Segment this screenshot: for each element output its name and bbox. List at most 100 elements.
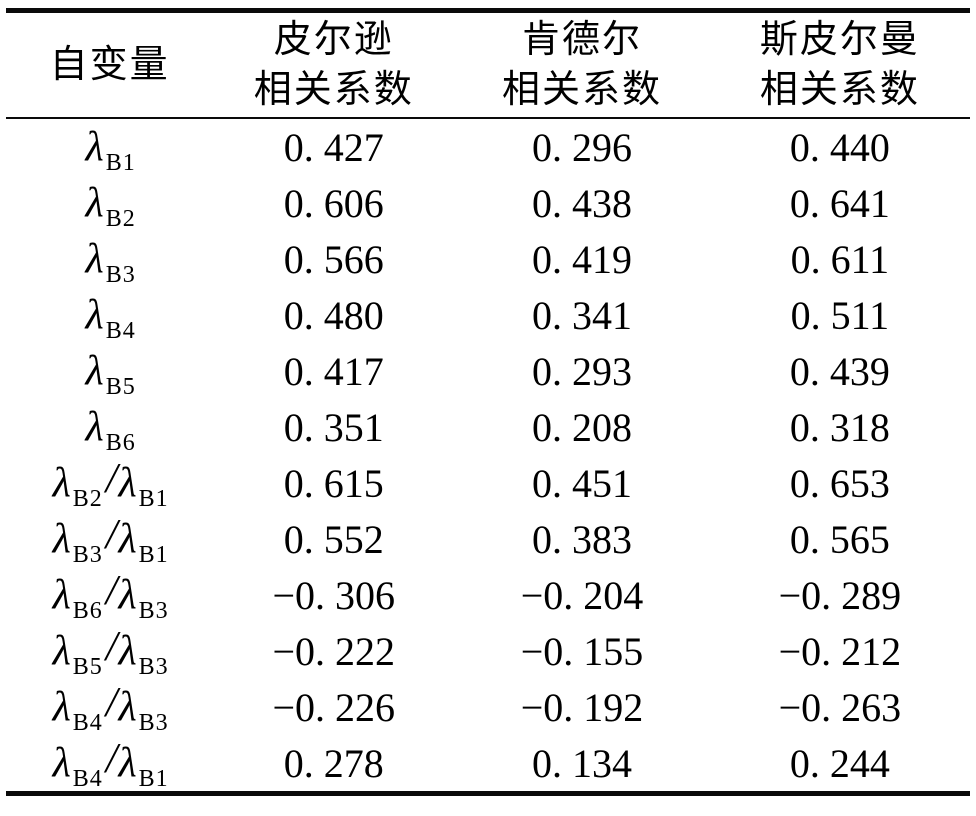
lambda-symbol: λ	[52, 628, 71, 674]
spearman-value: 0. 244	[789, 740, 890, 786]
ratio-slash: /	[105, 568, 118, 614]
table-row: λB2 0. 606 0. 438 0. 641	[6, 175, 970, 232]
band-subscript: B4	[72, 766, 103, 792]
spearman-value: 0. 653	[789, 460, 890, 506]
pearson-value: 0. 417	[283, 348, 384, 394]
band-subscript: B3	[105, 262, 136, 288]
row-label: λB4/λB3	[6, 679, 213, 736]
band-subscript: B5	[72, 654, 103, 680]
spearman-value: 0. 641	[789, 180, 890, 226]
header-spearman-line1: 斯皮尔曼	[759, 19, 920, 61]
lambda-symbol: λ	[118, 572, 137, 618]
lambda-symbol: λ	[85, 180, 104, 226]
spearman-value: 0. 318	[789, 404, 890, 450]
header-pearson-line1: 皮尔逊	[273, 19, 394, 61]
table-row: λB5/λB3 −0. 222 −0. 155 −0. 212	[6, 623, 970, 680]
spearman-value: −0. 212	[778, 628, 902, 674]
kendall-value: 0. 134	[531, 740, 632, 786]
row-label: λB4/λB1	[6, 735, 213, 794]
ratio-slash: /	[105, 512, 118, 558]
lambda-symbol: λ	[52, 684, 71, 730]
row-label: λB1	[6, 118, 213, 176]
header-variable: 自变量	[6, 10, 214, 119]
header-kendall-line2: 相关系数	[501, 69, 662, 111]
header-pearson-line2: 相关系数	[253, 69, 414, 111]
row-label: λB3	[6, 231, 213, 288]
lambda-symbol: λ	[85, 292, 104, 338]
header-spearman: 斯皮尔曼 相关系数	[709, 10, 970, 119]
row-label: λB5/λB3	[6, 623, 213, 680]
lambda-symbol: λ	[118, 684, 137, 730]
header-row: 自变量 皮尔逊 相关系数 肯德尔 相关系数 斯皮尔曼 相关系数	[6, 10, 970, 119]
lambda-symbol: λ	[85, 236, 104, 282]
lambda-symbol: λ	[118, 628, 137, 674]
lambda-symbol: λ	[52, 740, 71, 786]
kendall-value: 0. 293	[531, 348, 632, 394]
band-subscript: B1	[138, 486, 169, 512]
lambda-symbol: λ	[85, 404, 104, 450]
pearson-value: −0. 226	[272, 684, 396, 730]
band-subscript: B1	[138, 542, 169, 568]
lambda-symbol: λ	[52, 460, 71, 506]
kendall-value: 0. 438	[531, 180, 632, 226]
table-header: 自变量 皮尔逊 相关系数 肯德尔 相关系数 斯皮尔曼 相关系数	[6, 10, 970, 119]
table-row: λB2/λB1 0. 615 0. 451 0. 653	[6, 455, 970, 512]
table-row: λB5 0. 417 0. 293 0. 439	[6, 343, 970, 400]
ratio-slash: /	[105, 736, 118, 782]
band-subscript: B3	[138, 654, 169, 680]
kendall-value: −0. 204	[520, 572, 644, 618]
header-kendall: 肯德尔 相关系数	[454, 10, 710, 119]
kendall-value: −0. 192	[520, 684, 644, 730]
pearson-value: −0. 306	[272, 572, 396, 618]
kendall-value: 0. 419	[531, 236, 632, 282]
spearman-value: 0. 439	[789, 348, 890, 394]
band-subscript: B6	[72, 598, 103, 624]
header-kendall-line1: 肯德尔	[521, 19, 642, 61]
ratio-slash: /	[105, 456, 118, 502]
band-subscript: B1	[138, 766, 169, 792]
lambda-symbol: λ	[118, 460, 137, 506]
table-row: λB6/λB3 −0. 306 −0. 204 −0. 289	[6, 567, 970, 624]
band-subscript: B3	[138, 710, 169, 736]
table-row: λB3/λB1 0. 552 0. 383 0. 565	[6, 511, 970, 568]
spearman-value: 0. 611	[790, 236, 890, 282]
table-row: λB4/λB3 −0. 226 −0. 192 −0. 263	[6, 679, 970, 736]
lambda-symbol: λ	[85, 348, 104, 394]
correlation-table: 自变量 皮尔逊 相关系数 肯德尔 相关系数 斯皮尔曼 相关系数 λB1 0. 42…	[6, 8, 970, 796]
row-label: λB6	[6, 399, 213, 456]
row-label: λB3/λB1	[6, 511, 213, 568]
header-pearson: 皮尔逊 相关系数	[213, 10, 455, 119]
pearson-value: 0. 615	[283, 460, 384, 506]
lambda-symbol: λ	[118, 516, 137, 562]
spearman-value: 0. 440	[789, 124, 890, 170]
table-row: λB6 0. 351 0. 208 0. 318	[6, 399, 970, 456]
ratio-slash: /	[105, 680, 118, 726]
row-label: λB2	[6, 175, 213, 232]
spearman-value: 0. 565	[789, 516, 890, 562]
band-subscript: B6	[105, 430, 136, 456]
band-subscript: B4	[105, 318, 136, 344]
band-subscript: B3	[72, 542, 103, 568]
kendall-value: 0. 341	[531, 292, 632, 338]
kendall-value: −0. 155	[520, 628, 644, 674]
table-row: λB4 0. 480 0. 341 0. 511	[6, 287, 970, 344]
kendall-value: 0. 296	[531, 124, 632, 170]
lambda-symbol: λ	[52, 516, 71, 562]
spearman-value: −0. 289	[778, 572, 902, 618]
ratio-slash: /	[105, 624, 118, 670]
spearman-value: −0. 263	[778, 684, 902, 730]
band-subscript: B2	[72, 486, 103, 512]
pearson-value: 0. 278	[283, 740, 384, 786]
row-label: λB4	[6, 287, 213, 344]
row-label: λB2/λB1	[6, 455, 213, 512]
pearson-value: 0. 351	[283, 404, 384, 450]
band-subscript: B1	[105, 150, 136, 176]
band-subscript: B2	[105, 206, 136, 232]
band-subscript: B3	[138, 598, 169, 624]
spearman-value: 0. 511	[790, 292, 890, 338]
row-label: λB6/λB3	[6, 567, 213, 624]
pearson-value: 0. 552	[283, 516, 384, 562]
table-row: λB1 0. 427 0. 296 0. 440	[6, 118, 970, 176]
lambda-symbol: λ	[85, 124, 104, 170]
